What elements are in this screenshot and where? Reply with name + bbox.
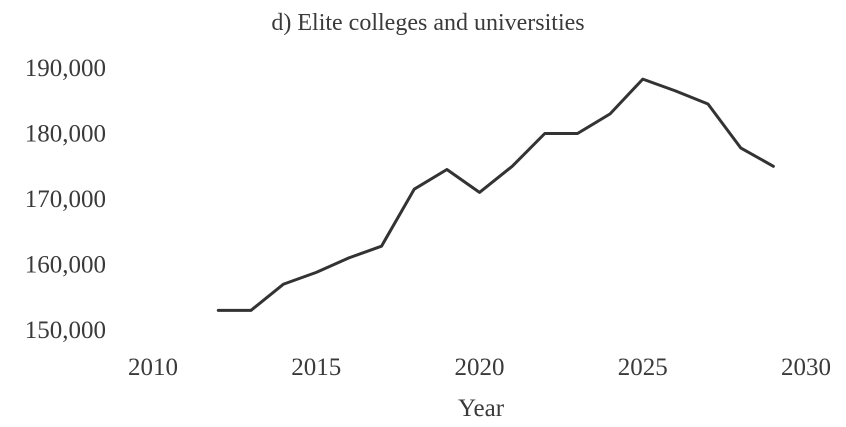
- y-tick-label: 180,000: [25, 121, 106, 148]
- y-tick-label: 190,000: [25, 55, 106, 82]
- y-tick-label: 150,000: [25, 317, 106, 344]
- y-axis: 150,000 160,000 170,000 180,000 190,000: [25, 55, 106, 344]
- x-tick-label: 2030: [781, 354, 831, 381]
- x-tick-label: 2020: [455, 354, 505, 381]
- y-tick-label: 170,000: [25, 186, 106, 213]
- x-tick-label: 2015: [291, 354, 341, 381]
- chart-title: d) Elite colleges and universities: [271, 10, 584, 36]
- x-tick-label: 2010: [128, 354, 178, 381]
- series-line: [216, 77, 775, 312]
- y-tick-label: 160,000: [25, 252, 106, 279]
- x-axis: 2010 2015 2020 2025 2030: [128, 354, 831, 381]
- x-tick-label: 2025: [618, 354, 668, 381]
- x-axis-label: Year: [458, 395, 505, 422]
- series-group: [216, 77, 775, 312]
